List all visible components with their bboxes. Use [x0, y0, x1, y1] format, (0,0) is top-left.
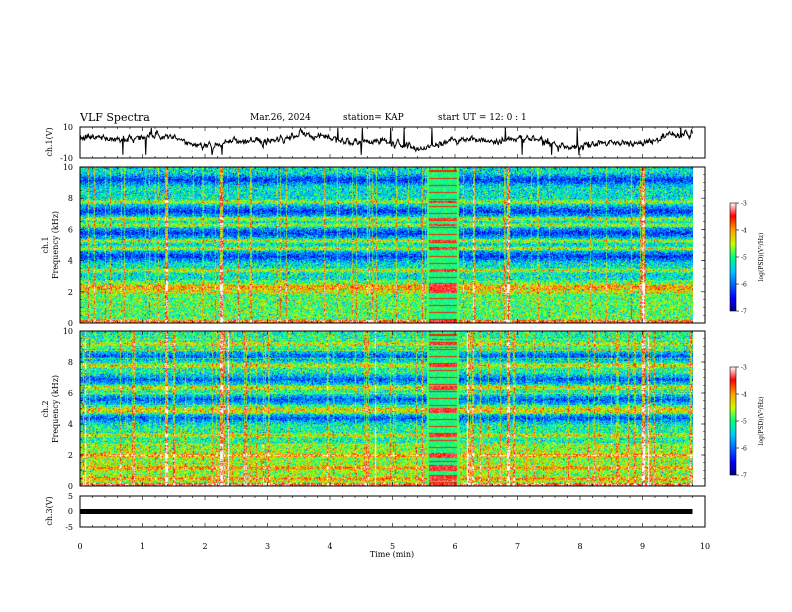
ch1-spectrogram-ytick-label-0: 0	[68, 319, 73, 328]
x-tick-label-3: 3	[265, 542, 270, 551]
ch2-spectrogram-ytick-label-4: 4	[68, 420, 73, 429]
ch3-ytick-top: 5	[68, 492, 73, 501]
ch1-spectrogram-ylabel-line2: Frequency (kHz)	[51, 211, 60, 279]
ch1-spectrogram-ytick-label-4: 4	[68, 257, 73, 266]
ch2-colorbar-tick-label--3: -3	[741, 365, 747, 372]
ch1-waveform-panel: 10 -10 ch.1(V)	[45, 123, 706, 163]
ch1-colorbar	[729, 202, 737, 312]
ch2-colorbar-tick-label--5: -5	[741, 419, 747, 426]
ch2-spectrogram-heatmap	[80, 331, 693, 486]
ch2-spectrogram-ylabel-line2: Frequency (kHz)	[51, 375, 60, 443]
ch2-colorbar	[729, 366, 737, 476]
x-tick-label-5: 5	[390, 542, 395, 551]
ch1-spectrogram-ytick-label-8: 8	[68, 194, 73, 203]
ch2-spectrogram-ytick-label-8: 8	[68, 358, 73, 367]
station-label: station= KAP	[343, 113, 404, 123]
start-time-label: start UT = 12: 0 : 1	[438, 113, 527, 123]
ch1-colorbar-tick-label--5: -5	[741, 255, 747, 262]
ch1-colorbar-tick-label--4: -4	[741, 228, 747, 235]
ch1-colorbar-tick-label--6: -6	[741, 282, 747, 289]
ch2-colorbar-tick-label--6: -6	[741, 446, 747, 453]
ch2-spectrogram-ytick-label-6: 6	[68, 389, 73, 398]
ch1-colorbar-tick-label--7: -7	[741, 309, 747, 316]
x-tick-label-2: 2	[202, 542, 207, 551]
recording-date: Mar.26, 2024	[250, 113, 311, 123]
ch3-waveform-ylabel: ch.3(V)	[45, 496, 54, 525]
ch2-colorbar-label: log(PSD)(V²/Hz)	[758, 397, 765, 446]
ch1-waveform-ylabel: ch.1(V)	[45, 127, 54, 156]
ch1-spectrogram-ytick-label-10: 10	[63, 163, 73, 172]
ch2-colorbar-tick-label--7: -7	[741, 473, 747, 480]
ch2-spectrogram-ytick-label-0: 0	[68, 482, 73, 491]
x-tick-label-9: 9	[640, 542, 645, 551]
ch3-waveform-panel: 5 0 -5 ch.3(V)	[45, 492, 706, 532]
ch1-spectrogram-heatmap	[80, 167, 693, 323]
time-ticks: 0 1 2 3 4 5 6 7 8 9 10	[77, 127, 710, 551]
ch3-waveform-line	[80, 509, 693, 514]
x-tick-label-7: 7	[515, 542, 520, 551]
chart-title: VLF Spectra	[80, 111, 150, 124]
x-tick-label-10: 10	[700, 542, 710, 551]
ch1-waveform-line	[79, 127, 693, 156]
ch2-spectrogram-ytick-label-2: 2	[68, 451, 73, 460]
ch3-ytick-bottom: -5	[65, 523, 73, 532]
x-tick-label-4: 4	[327, 542, 332, 551]
ch1-colorbar-tick-label--3: -3	[741, 201, 747, 208]
ch2-spectrogram-ytick-label-10: 10	[63, 327, 73, 336]
ch2-spectrogram-ylabel-line1: ch.2	[41, 400, 50, 417]
ch1-ytick-bottom: -10	[60, 154, 73, 163]
ch1-spectrogram-ylabel-line1: ch.1	[41, 236, 50, 253]
ch1-spectrogram-ytick-label-6: 6	[68, 225, 73, 234]
ch3-ytick-mid: 0	[68, 507, 73, 516]
x-tick-label-8: 8	[577, 542, 582, 551]
ch2-colorbar-tick-label--4: -4	[741, 392, 747, 399]
x-tick-label-1: 1	[140, 542, 145, 551]
x-tick-label-0: 0	[77, 542, 82, 551]
x-axis-label: Time (min)	[370, 550, 414, 559]
ch1-spectrogram-ytick-label-2: 2	[68, 288, 73, 297]
x-tick-label-6: 6	[452, 542, 457, 551]
ch1-colorbar-label: log(PSD)(V²/Hz)	[758, 233, 765, 282]
ch1-ytick-top: 10	[63, 123, 73, 132]
